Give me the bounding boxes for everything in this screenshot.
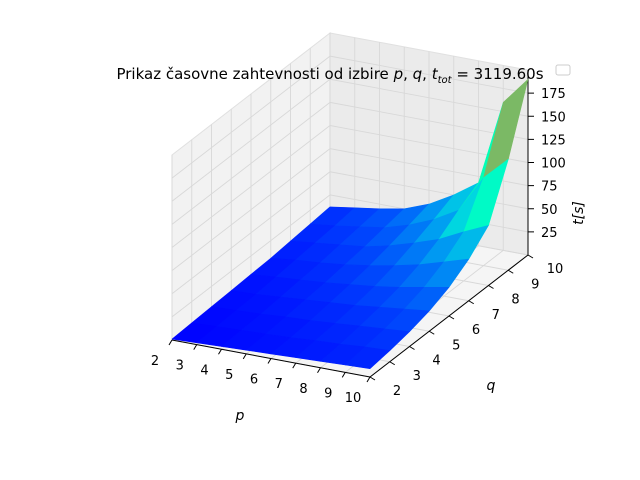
- surface-patches: [171, 79, 529, 370]
- q-tick-label: 3: [413, 369, 421, 384]
- x-axis-label: p: [235, 408, 245, 424]
- p-tick-label: 8: [299, 382, 307, 397]
- q-tick-mark: [507, 269, 514, 274]
- p-tick-mark: [267, 358, 272, 364]
- p-tick-mark: [317, 367, 321, 374]
- side-grid-line-t: [171, 55, 331, 179]
- p-tick-label: 3: [176, 359, 184, 374]
- p-tick-label: 4: [200, 363, 208, 378]
- q-tick-mark: [488, 285, 494, 289]
- q-tick-mark: [409, 346, 415, 350]
- q-tick-mark: [428, 330, 435, 335]
- chart-title: Prikaz časovne zahtevnosti od izbire p, …: [116, 65, 543, 86]
- p-tick-mark: [292, 362, 297, 369]
- q-tick-label: 6: [472, 323, 480, 338]
- side-grid-line-t: [171, 78, 331, 202]
- back-grid-line-t: [329, 78, 529, 117]
- z-axis-label: t[s]: [571, 201, 587, 225]
- t-tick-label: 100: [541, 157, 566, 172]
- p-tick-label: 6: [250, 373, 258, 388]
- side-grid-line-t: [171, 148, 331, 271]
- q-tick-label: 2: [393, 384, 401, 399]
- side-grid-line-t: [171, 125, 331, 248]
- q-tick-label: 7: [492, 308, 500, 323]
- q-tick-label: 10: [547, 262, 564, 277]
- y-axis-label: q: [487, 378, 496, 394]
- p-tick-mark: [366, 376, 371, 383]
- surface-patch: [344, 346, 391, 370]
- t-tick-label: 75: [541, 180, 558, 195]
- p-tick-mark: [218, 348, 222, 355]
- q-tick-label: 8: [511, 293, 519, 308]
- p-tick-label: 10: [345, 391, 362, 406]
- p-tick-label: 9: [324, 386, 332, 401]
- t-tick-label: 175: [541, 87, 566, 102]
- p-tick-label: 5: [225, 368, 233, 383]
- t-tick-label: 25: [541, 226, 558, 241]
- t-tick-label: 125: [541, 133, 566, 148]
- t-tick-label: 50: [541, 203, 558, 218]
- p-tick-mark: [193, 344, 198, 350]
- q-tick-mark: [389, 361, 396, 366]
- q-tick-mark: [448, 315, 455, 320]
- q-tick-mark: [468, 300, 475, 305]
- side-grid-line-t: [171, 171, 331, 295]
- p-tick-mark: [341, 372, 346, 378]
- side-grid-line-t: [171, 102, 331, 225]
- side-grid-line-t: [171, 194, 331, 318]
- q-tick-label: 9: [531, 277, 539, 292]
- t-tick-label: 150: [541, 110, 566, 125]
- p-tick-mark: [242, 353, 247, 360]
- axis-lines: [168, 70, 534, 383]
- p-tick-label: 2: [151, 354, 159, 369]
- q-tick-mark: [369, 376, 376, 381]
- empty-legend-box: [555, 64, 571, 76]
- p-tick-mark: [168, 339, 173, 346]
- p-tick-label: 7: [275, 377, 283, 392]
- back-grid-line-t: [329, 55, 529, 94]
- q-tick-label: 5: [452, 338, 460, 353]
- q-tick-mark: [527, 254, 534, 259]
- q-tick-label: 4: [432, 354, 440, 369]
